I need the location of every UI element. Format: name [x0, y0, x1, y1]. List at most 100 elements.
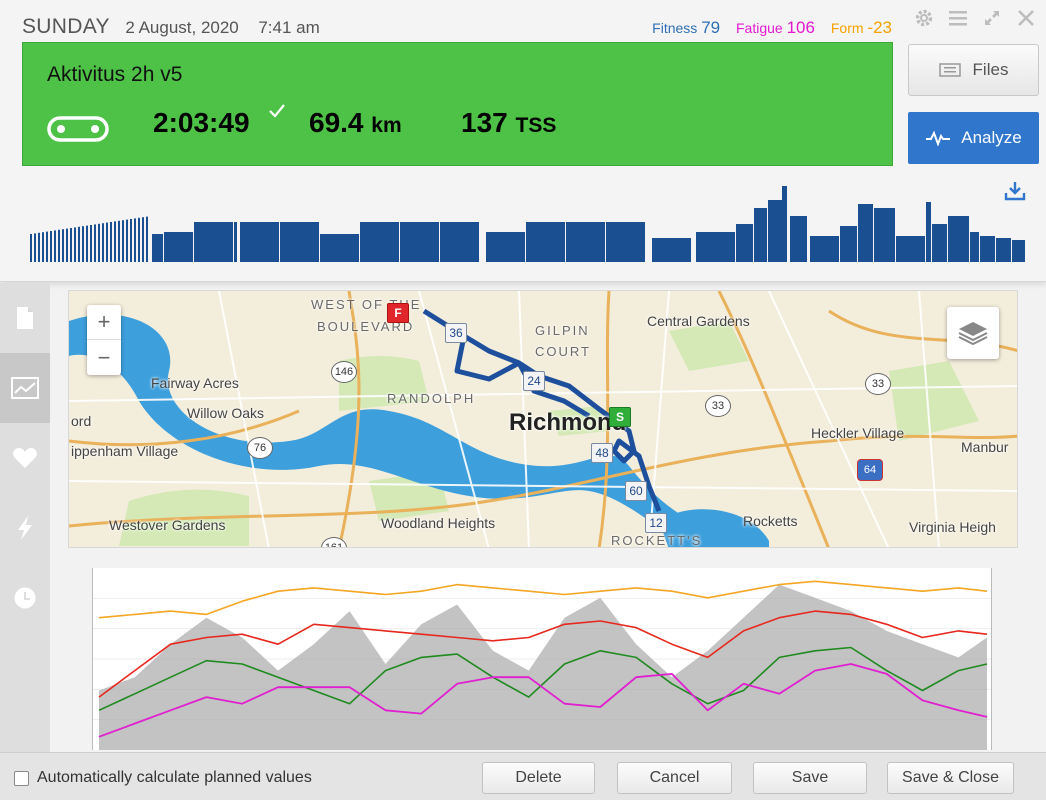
power-interval-bar — [400, 222, 439, 262]
fatigue-metric: Fatigue 106 — [730, 18, 815, 37]
power-interval-bar — [320, 234, 359, 262]
power-interval-bar — [86, 225, 88, 262]
chart-series-line — [98, 646, 988, 712]
route-distance-marker: 48 — [591, 443, 613, 463]
menu-icon[interactable] — [946, 6, 970, 30]
close-icon[interactable] — [1014, 6, 1038, 30]
sidebar-item-details[interactable] — [0, 283, 50, 353]
activity-distance: 69.4 km — [309, 107, 402, 139]
fitness-metric: Fitness 79 — [646, 18, 721, 37]
power-interval-bar — [840, 226, 857, 262]
power-interval-bar — [790, 216, 807, 262]
map-label: GILPIN — [535, 323, 590, 338]
power-interval-bar — [874, 208, 895, 262]
power-interval-bar — [652, 238, 691, 262]
power-interval-bar — [696, 232, 735, 262]
map-label: ord — [71, 413, 92, 429]
power-interval-bar — [78, 226, 80, 262]
power-interval-bar — [810, 236, 839, 262]
power-interval-bar — [486, 232, 525, 262]
interstate-shield: 64 — [857, 459, 883, 481]
activity-duration: 2:03:49 — [153, 107, 250, 138]
power-interval-bar — [82, 226, 84, 262]
analyze-button[interactable]: Analyze — [908, 112, 1039, 164]
power-interval-bar — [1012, 240, 1025, 262]
sidebar-item-time[interactable] — [0, 563, 50, 633]
power-interval-bar — [280, 222, 319, 262]
activity-summary-card: Aktivitus 2h v5 2:03:49 69.4 km 137 TSS — [22, 42, 893, 166]
power-interval-bar — [30, 234, 32, 262]
power-interval-bar — [164, 232, 193, 262]
files-button[interactable]: Files — [908, 44, 1039, 96]
power-interval-bar — [240, 222, 279, 262]
map-background — [69, 291, 1017, 547]
power-interval-bar — [980, 236, 995, 262]
date-line: SUNDAY 2 August, 2020 7:41 am — [22, 15, 334, 39]
power-interval-bar — [74, 227, 76, 262]
chart-series-line — [98, 580, 988, 619]
fitness-metrics: Fitness 79 Fatigue 106 Form -23 — [640, 18, 892, 38]
map-label: RANDOLPH — [387, 391, 476, 406]
power-interval-bar — [234, 222, 237, 262]
power-interval-bar — [46, 231, 48, 262]
power-interval-bar — [38, 232, 40, 262]
route-map[interactable]: + − WEST OF THE BOULEVARD GILPIN COURT C… — [68, 290, 1018, 548]
map-label-city: Richmond — [509, 409, 627, 436]
files-button-label: Files — [972, 60, 1009, 79]
footer-bar: Automatically calculate planned values D… — [0, 752, 1046, 800]
power-profile-bars — [30, 186, 1025, 262]
power-interval-bar — [996, 238, 1011, 262]
expand-icon[interactable] — [980, 6, 1004, 30]
power-interval-bar — [142, 217, 144, 262]
chart-series-line — [98, 663, 988, 738]
workout-time: 7:41 am — [258, 18, 320, 37]
power-interval-bar — [970, 232, 979, 262]
power-interval-bar — [54, 230, 56, 262]
power-interval-bar — [90, 225, 92, 262]
gear-icon[interactable] — [912, 6, 936, 30]
power-interval-bar — [896, 236, 925, 262]
map-label: COURT — [535, 344, 591, 359]
save-button[interactable]: Save — [753, 762, 867, 794]
workout-chart[interactable] — [92, 568, 992, 750]
delete-button[interactable]: Delete — [482, 762, 595, 794]
cancel-button[interactable]: Cancel — [617, 762, 732, 794]
sidebar-item-power[interactable] — [0, 493, 50, 563]
heart-icon — [13, 448, 37, 468]
power-interval-bar — [782, 186, 787, 262]
map-zoom-control: + − — [87, 305, 121, 375]
activity-title[interactable]: Aktivitus 2h v5 — [47, 63, 183, 86]
power-interval-bar — [360, 222, 399, 262]
map-label: Rocketts — [743, 513, 798, 529]
auto-calc-label: Automatically calculate planned values — [37, 769, 312, 786]
save-close-button[interactable]: Save & Close — [887, 762, 1014, 794]
files-icon — [938, 63, 961, 77]
power-interval-bar — [606, 222, 645, 262]
download-icon[interactable] — [1003, 180, 1027, 207]
power-interval-bar — [134, 218, 136, 262]
fitness-value: 79 — [701, 18, 721, 37]
tss-unit: TSS — [515, 114, 557, 137]
power-interval-bar — [152, 234, 163, 262]
bike-chain-icon — [47, 115, 109, 148]
zoom-in-button[interactable]: + — [87, 305, 121, 340]
sidebar-item-heart[interactable] — [0, 423, 50, 493]
start-flag: S — [609, 407, 631, 427]
clock-icon — [14, 587, 36, 609]
power-interval-bar — [146, 216, 148, 262]
map-label: Fairway Acres — [151, 375, 239, 391]
map-label: Virginia Heigh — [909, 519, 996, 535]
power-interval-bar — [858, 204, 873, 262]
zoom-out-button[interactable]: − — [97, 344, 111, 370]
sidebar-item-charts[interactable] — [0, 353, 50, 423]
workout-date: 2 August, 2020 — [125, 18, 239, 37]
distance-unit: km — [371, 114, 402, 137]
side-toolbar — [0, 283, 50, 753]
power-interval-bar — [122, 220, 124, 262]
day-of-week: SUNDAY — [22, 15, 110, 38]
power-interval-bar — [66, 228, 68, 262]
auto-calc-checkbox[interactable]: Automatically calculate planned values — [14, 769, 312, 787]
map-layers-button[interactable] — [947, 307, 999, 359]
map-label: Central Gardens — [647, 313, 750, 329]
checkbox-box[interactable] — [14, 770, 29, 786]
